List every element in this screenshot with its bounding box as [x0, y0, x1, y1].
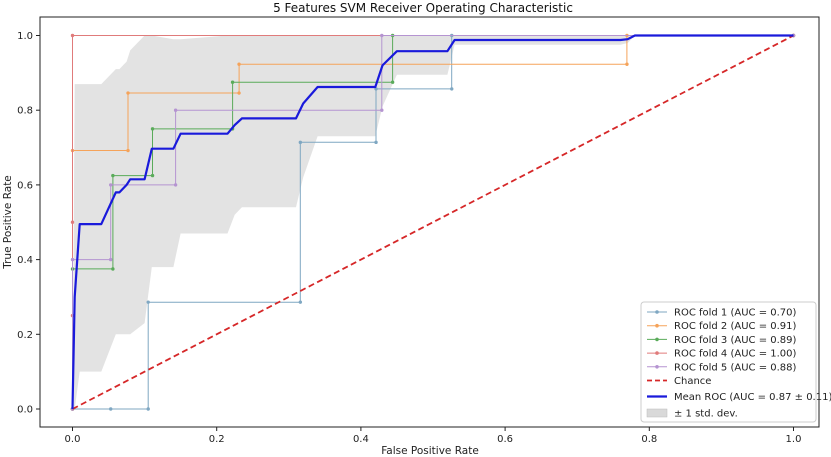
roc-fold-2-point: [126, 148, 130, 153]
roc-fold-5-point: [173, 183, 178, 187]
legend-label: ROC fold 3 (AUC = 0.89): [674, 335, 797, 346]
legend-marker: [655, 323, 659, 328]
plot-area: [70, 33, 796, 411]
legend-swatch: [646, 408, 668, 418]
chance-line: [72, 34, 794, 410]
legend-label: ± 1 std. dev.: [674, 409, 738, 420]
y-axis-label: True Positive Rate: [2, 175, 14, 270]
roc-fold-2-point: [237, 62, 241, 66]
legend-marker: [655, 310, 659, 314]
roc-fold-1-point: [374, 140, 378, 145]
plot-frame: [39, 16, 820, 428]
legend-item: Mean ROC (AUC = 0.87 ± 0.11): [647, 392, 831, 403]
legend-item: ROC fold 5 (AUC = 0.88): [647, 362, 797, 373]
legend-label: Chance: [674, 376, 711, 387]
legend-item: ± 1 std. dev.: [646, 408, 738, 420]
x-tick-label: 0.2: [209, 434, 225, 445]
legend-label: Mean ROC (AUC = 0.87 ± 0.11): [674, 392, 831, 403]
y-tick-label: 0.2: [17, 330, 33, 341]
legend: ROC fold 1 (AUC = 0.70) ROC fold 2 (AUC =…: [640, 301, 831, 423]
roc-fold-3-point: [390, 80, 395, 84]
legend-label: ROC fold 5 (AUC = 0.88): [674, 362, 797, 373]
roc-fold-1-point: [146, 407, 150, 411]
x-tick-label: 0.8: [641, 434, 657, 445]
y-tick-label: 0.0: [17, 405, 33, 416]
roc-fold-1-point: [109, 407, 113, 411]
roc-fold-1-point: [298, 300, 303, 304]
legend-label: ROC fold 1 (AUC = 0.70): [674, 308, 797, 319]
chart-title: 5 Features SVM Receiver Operating Charac…: [273, 1, 573, 15]
roc-fold-3-series: [70, 33, 796, 411]
x-tick-label: 0.0: [65, 434, 81, 445]
roc-fold-3-point: [150, 127, 155, 131]
roc-fold-5-point: [109, 183, 113, 187]
roc-fold-4-point: [70, 220, 75, 224]
roc-fold-5-point: [380, 33, 384, 38]
x-tick-label: 0.6: [497, 434, 513, 445]
y-tick-label: 0.6: [17, 180, 33, 191]
roc-fold-2-point: [126, 91, 130, 95]
legend-box: [640, 301, 817, 423]
roc-fold-3-point: [230, 80, 235, 84]
legend-marker: [655, 337, 659, 342]
roc-fold-2-point: [237, 91, 241, 95]
axes: 0.0 0.2 0.4 0.6 0.8 1.0 0.0 0.2 0.4 0.6 0.8 1.0: [17, 16, 820, 445]
roc-fold-3-point: [111, 267, 115, 271]
legend-item: ROC fold 4 (AUC = 1.00): [647, 349, 797, 360]
roc-fold-5-point: [109, 257, 113, 262]
roc-fold-5-point: [173, 108, 178, 112]
roc-fold-5-point: [70, 257, 75, 262]
roc-fold-1-point: [298, 140, 303, 145]
legend-item: ROC fold 3 (AUC = 0.89): [647, 335, 797, 346]
x-axis-label: False Positive Rate: [381, 445, 479, 457]
x-tick-label: 0.4: [353, 434, 369, 445]
y-tick-label: 0.8: [17, 106, 33, 117]
roc-fold-4-point: [70, 33, 75, 38]
legend-item: ROC fold 1 (AUC = 0.70): [647, 308, 797, 319]
legend-marker: [655, 351, 659, 355]
roc-fold-1-point: [146, 300, 150, 304]
legend-label: ROC fold 2 (AUC = 0.91): [674, 321, 797, 332]
roc-fold-2-point: [625, 62, 629, 66]
legend-item: ROC fold 2 (AUC = 0.91): [647, 321, 797, 332]
legend-label: ROC fold 4 (AUC = 1.00): [674, 349, 797, 360]
roc-fold-3-point: [111, 173, 115, 178]
roc-fold-1-point: [450, 87, 454, 91]
mean-roc-line: [71, 34, 794, 410]
legend-item: Chance: [647, 376, 711, 387]
x-tick-label: 1.0: [786, 434, 802, 445]
roc-fold-3-point: [150, 173, 155, 178]
roc-fold-5-point: [380, 108, 384, 112]
y-tick-label: 0.4: [17, 255, 33, 266]
legend-marker: [655, 365, 659, 369]
y-tick-label: 1.0: [17, 31, 33, 42]
std-dev-band: [72, 35, 794, 409]
